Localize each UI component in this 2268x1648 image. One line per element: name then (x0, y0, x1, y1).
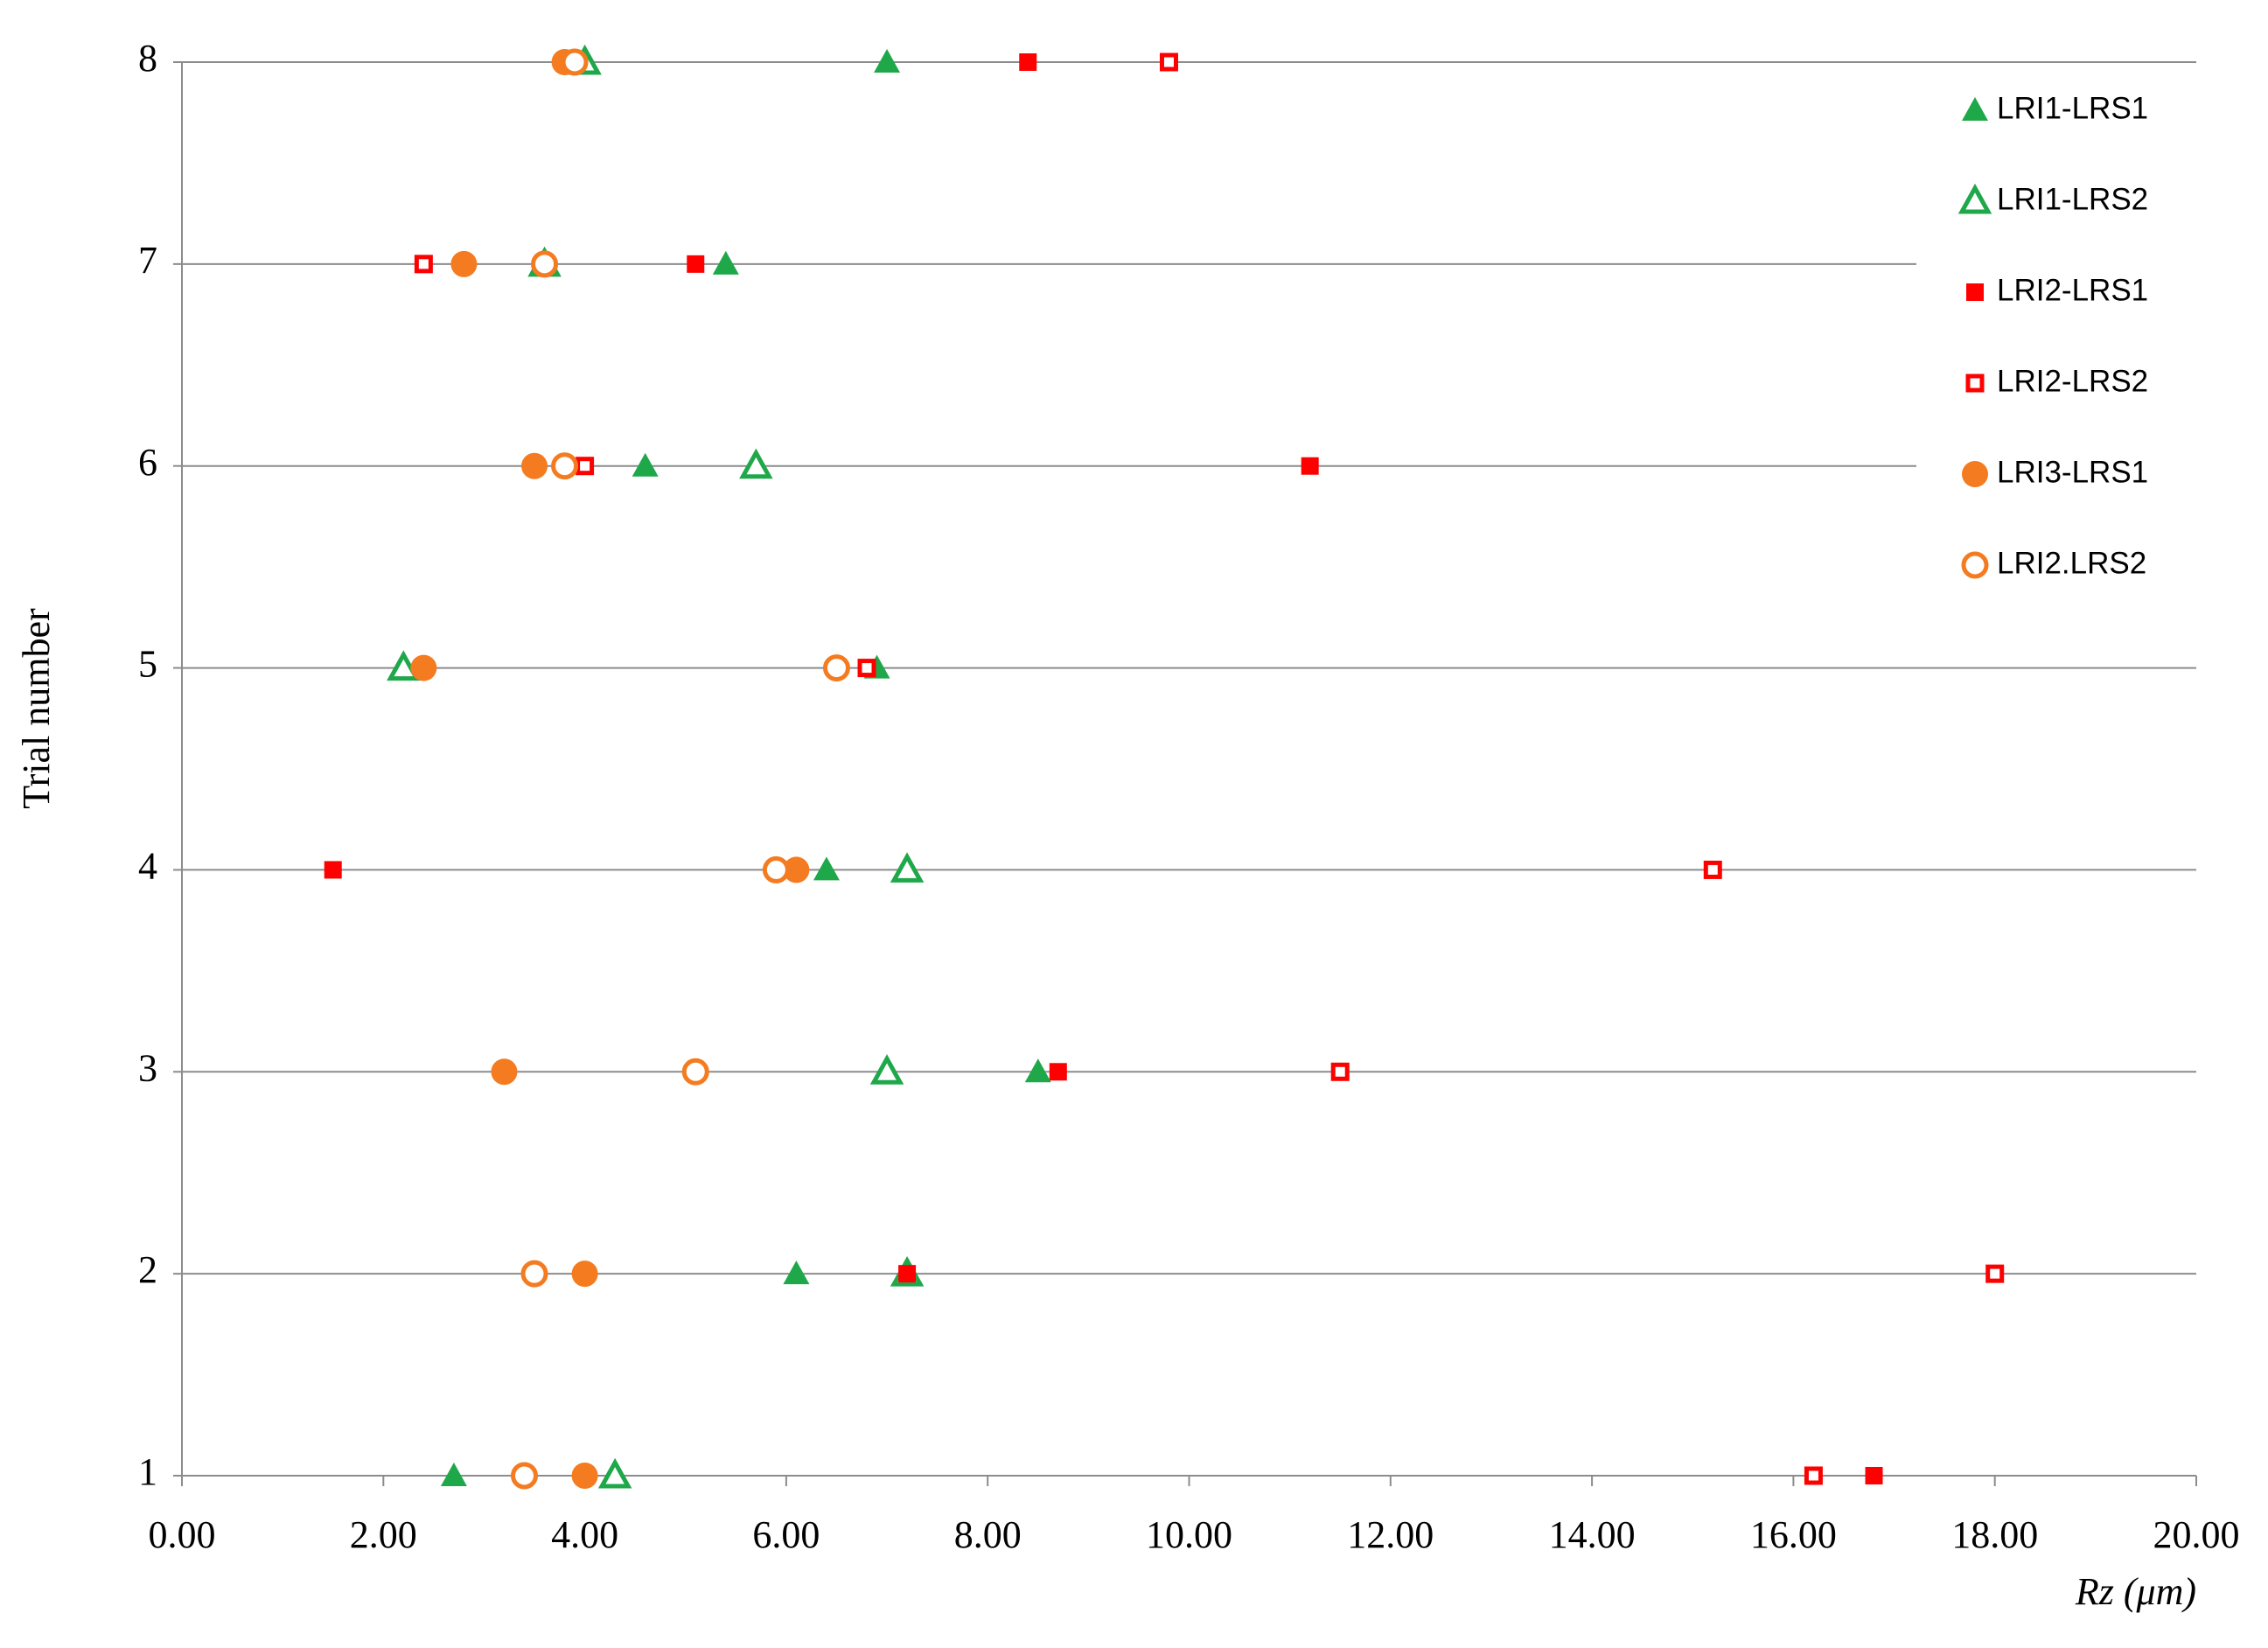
point (576, 457, 595, 476)
legend-label: LRI1-LRS1 (1997, 91, 2148, 125)
legend-label: LRI1-LRS2 (1997, 182, 2148, 216)
point (551, 452, 579, 480)
legend-label: LRI2-LRS1 (1997, 273, 2148, 307)
point (783, 856, 810, 883)
point (520, 1260, 548, 1288)
x-tick-label: 10.00 (1146, 1513, 1232, 1556)
x-tick-label: 4.00 (551, 1513, 618, 1556)
legend-label: LRI3-LRS1 (1997, 455, 2148, 489)
point (597, 1457, 632, 1489)
legend-box (1916, 83, 2196, 608)
y-tick-label: 3 (138, 1046, 157, 1089)
legend-label: LRI2-LRS2 (1997, 364, 2148, 398)
point (414, 255, 433, 274)
point (1865, 1467, 1883, 1484)
point (1301, 457, 1319, 475)
y-tick-label: 7 (138, 239, 157, 282)
legend-marker (1961, 551, 1989, 579)
legend-marker (1962, 97, 1988, 121)
point (1330, 1062, 1350, 1081)
point (813, 856, 840, 881)
point (450, 250, 478, 277)
point (869, 1054, 904, 1085)
x-tick-label: 0.00 (149, 1513, 216, 1556)
y-axis-title: Trial number (15, 608, 58, 809)
x-tick-label: 14.00 (1549, 1513, 1636, 1556)
point (571, 1463, 598, 1489)
point (440, 1463, 467, 1486)
x-tick-label: 12.00 (1347, 1513, 1434, 1556)
point (762, 855, 790, 883)
point (874, 49, 901, 73)
point (571, 1260, 598, 1288)
point (632, 452, 659, 477)
x-tick-label: 2.00 (350, 1513, 417, 1556)
legend-marker (1966, 283, 1984, 301)
point (1804, 1466, 1823, 1485)
point (1985, 1264, 2005, 1283)
point (491, 1058, 518, 1086)
point (890, 852, 925, 883)
point (739, 448, 773, 479)
y-tick-label: 1 (138, 1450, 157, 1493)
point (1049, 1063, 1067, 1081)
point (712, 250, 739, 275)
point (857, 659, 876, 678)
legend-label: LRI2.LRS2 (1997, 546, 2146, 580)
point (387, 650, 421, 681)
x-tick-label: 20.00 (2153, 1513, 2240, 1556)
point (521, 452, 548, 479)
x-tick-label: 18.00 (1951, 1513, 2038, 1556)
point (1019, 53, 1037, 71)
point (822, 654, 850, 682)
point (324, 861, 342, 879)
legend-marker (1965, 374, 1985, 393)
point (511, 1462, 539, 1490)
legend-marker (1962, 461, 1988, 487)
point (1159, 52, 1178, 72)
legend-marker (1957, 183, 1992, 214)
x-tick-label: 6.00 (752, 1513, 820, 1556)
y-tick-label: 6 (138, 441, 157, 484)
y-tick-label: 4 (138, 845, 157, 888)
point (531, 250, 559, 278)
point (783, 1260, 810, 1285)
point (681, 1058, 709, 1086)
point (410, 654, 437, 681)
point (561, 48, 589, 76)
y-tick-label: 5 (138, 643, 157, 686)
y-tick-label: 2 (138, 1248, 157, 1291)
y-tick-label: 8 (138, 37, 157, 80)
point (687, 255, 705, 273)
x-tick-label: 16.00 (1750, 1513, 1837, 1556)
x-tick-label: 8.00 (954, 1513, 1022, 1556)
x-axis-title: Rz (μm) (2075, 1570, 2196, 1613)
point (1703, 860, 1722, 879)
point (1024, 1058, 1051, 1083)
point (898, 1265, 917, 1283)
